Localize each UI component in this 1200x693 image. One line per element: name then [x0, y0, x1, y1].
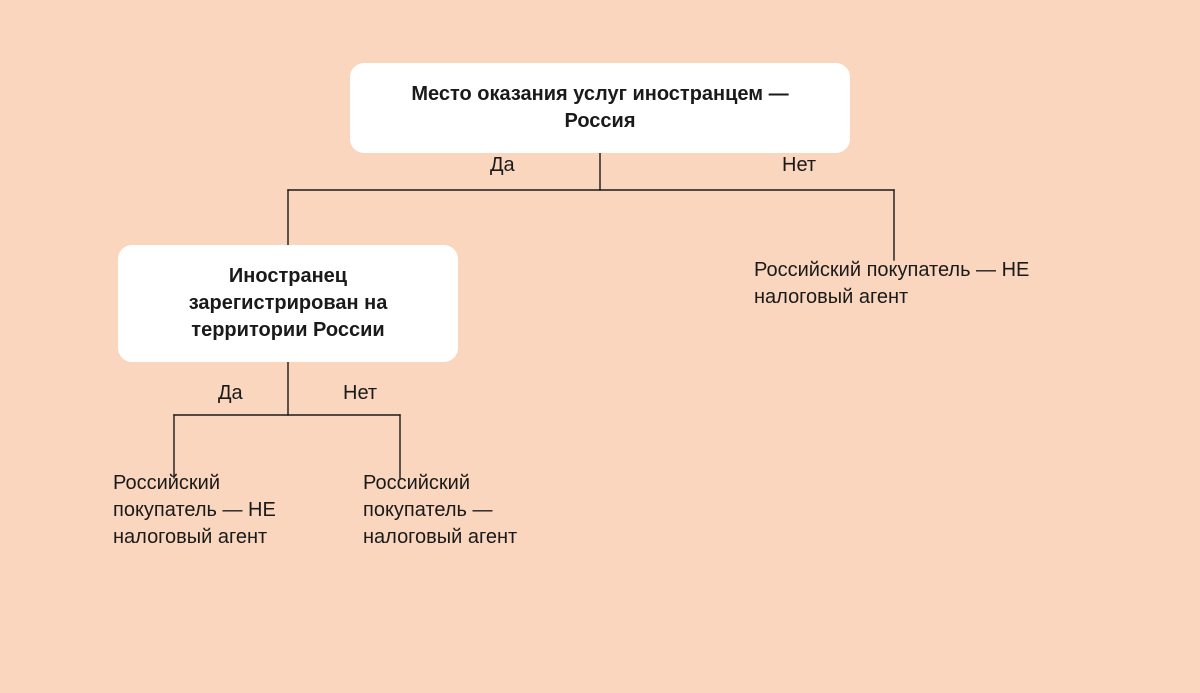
- edge-label-level1-no: Нет: [782, 154, 816, 177]
- edge-label-level1-yes: Да: [490, 154, 515, 177]
- flowchart-canvas: Место оказания услуг иностранцем — Росси…: [0, 0, 1200, 693]
- node-result-not-agent-left-text: Российский покупатель — НЕ налоговый аге…: [113, 472, 276, 548]
- node-result-agent: Российский покупатель — налоговый агент: [363, 470, 533, 590]
- node-root: Место оказания услуг иностранцем — Росси…: [350, 63, 850, 153]
- node-result-not-agent-right-text: Российский покупатель — НЕ налоговый аге…: [754, 259, 1029, 308]
- node-result-not-agent-right: Российский покупатель — НЕ налоговый аге…: [754, 257, 1034, 317]
- node-question-registered: Иностранец зарегистрирован на территории…: [118, 245, 458, 362]
- node-result-agent-text: Российский покупатель — налоговый агент: [363, 472, 517, 548]
- edge-label-level2-no: Нет: [343, 382, 377, 405]
- node-result-not-agent-left: Российский покупатель — НЕ налоговый аге…: [113, 470, 283, 590]
- edge-label-level2-yes: Да: [218, 382, 243, 405]
- node-question-registered-text: Иностранец зарегистрирован на территории…: [146, 263, 430, 344]
- node-root-text: Место оказания услуг иностранцем — Росси…: [378, 81, 822, 135]
